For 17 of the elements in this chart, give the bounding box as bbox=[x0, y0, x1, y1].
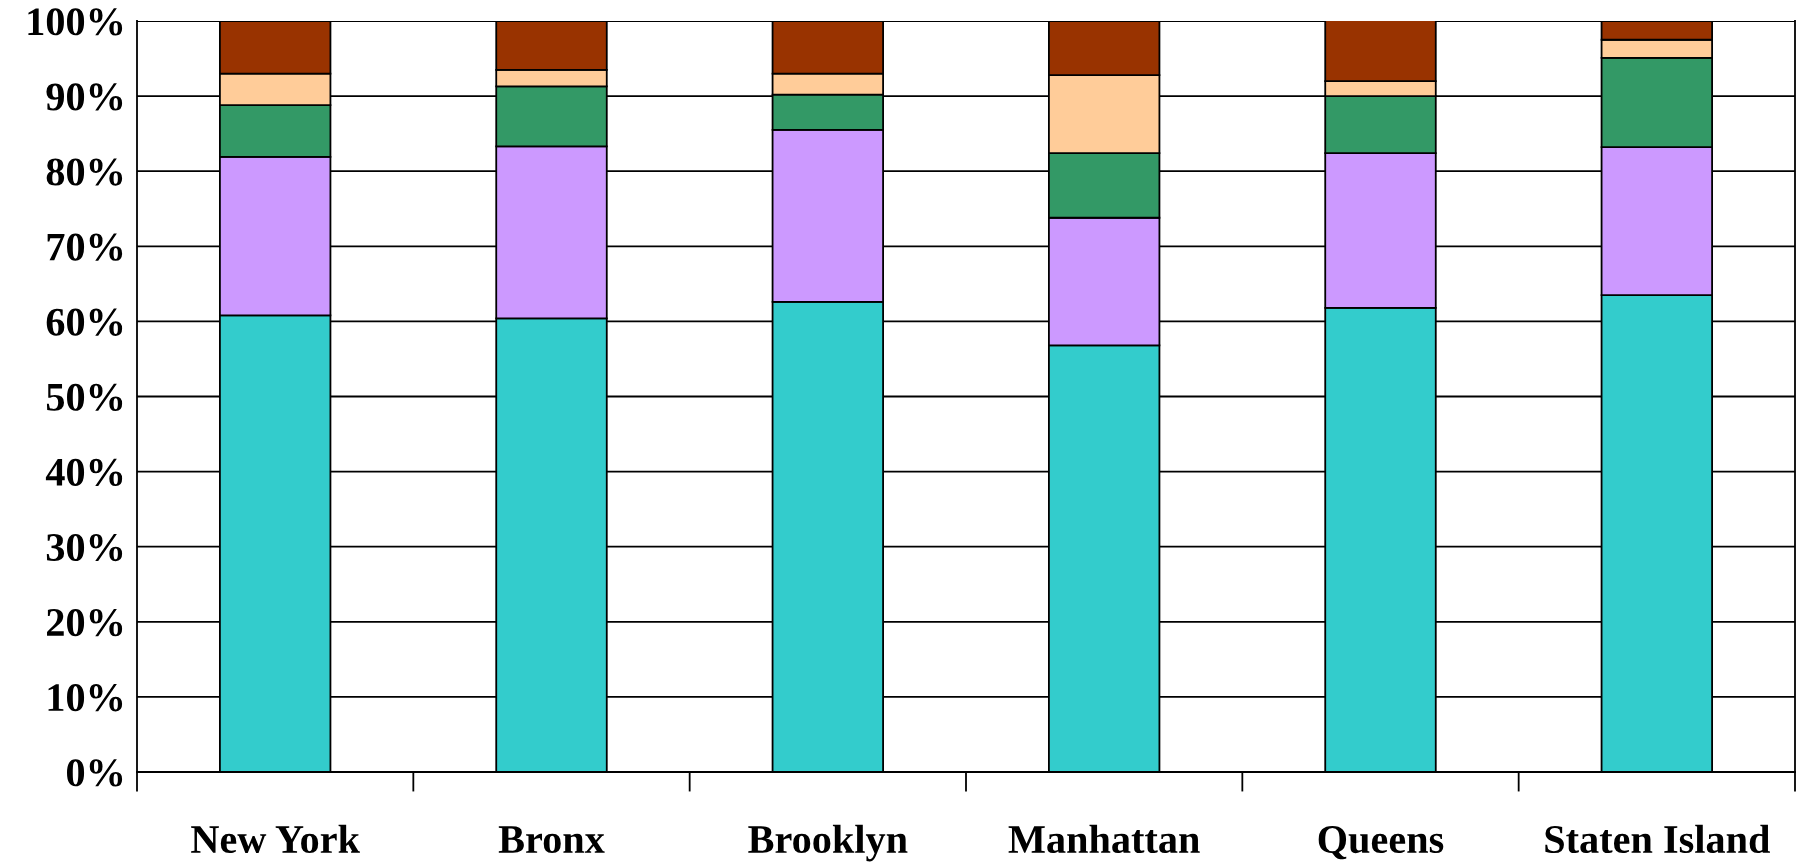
y-tick-label: 10% bbox=[48, 684, 123, 712]
y-tick-label: 20% bbox=[47, 608, 123, 637]
y-tick-label: 0% bbox=[67, 759, 123, 787]
x-tick-label: Bronx bbox=[498, 826, 605, 854]
y-tick-label: 100% bbox=[28, 8, 123, 36]
x-tick-label: Staten Island bbox=[1545, 824, 1770, 854]
x-tick-label: Manhattan bbox=[1008, 824, 1200, 854]
y-tick-label: 80% bbox=[46, 158, 123, 186]
y-tick-label: 40% bbox=[45, 458, 123, 487]
x-tick-label: Queens bbox=[1318, 826, 1444, 860]
y-tick-label: 60% bbox=[46, 308, 123, 336]
x-tick-label: Brooklyn bbox=[748, 824, 908, 862]
y-tick-label: 90% bbox=[46, 83, 123, 111]
y-tick-label: 70% bbox=[47, 233, 123, 261]
y-tick-label: 30% bbox=[46, 533, 123, 562]
y-tick-label: 50% bbox=[46, 383, 123, 411]
x-tick-label: New York bbox=[191, 824, 360, 854]
